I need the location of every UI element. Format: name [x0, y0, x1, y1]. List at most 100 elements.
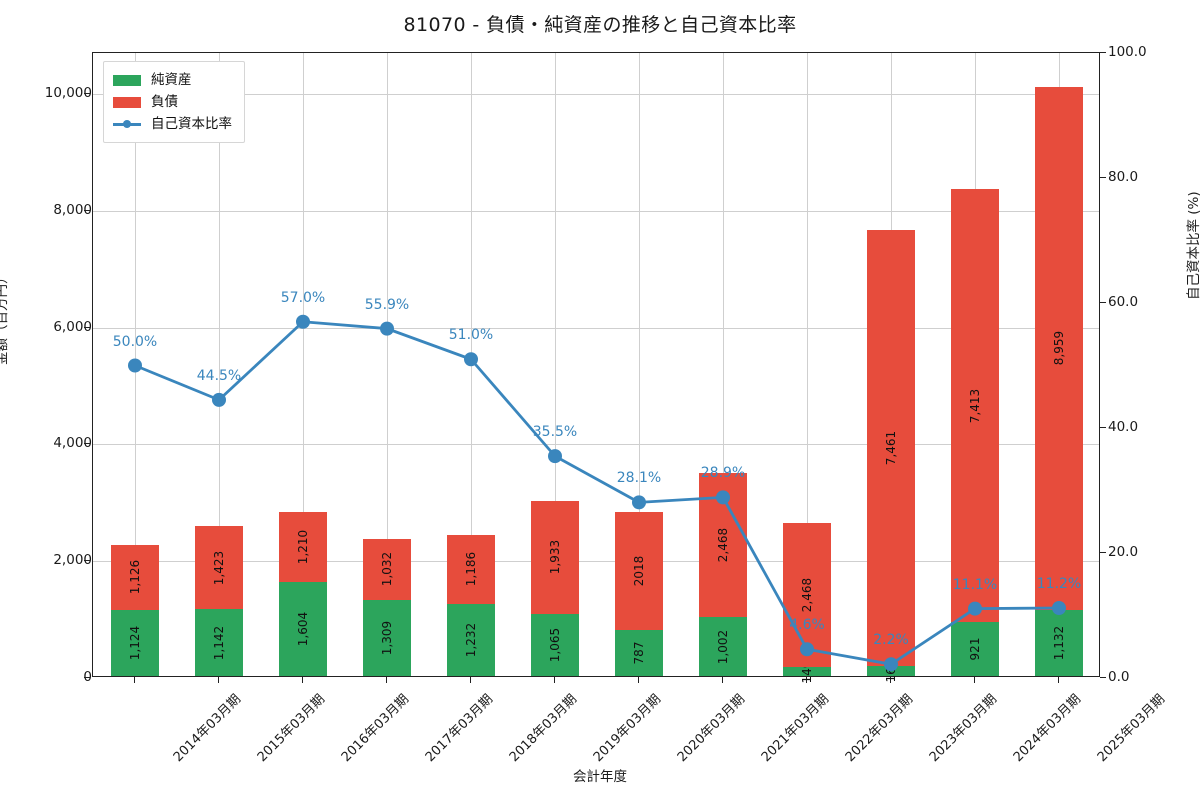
bar-segment-net-assets[interactable]: 1,002: [699, 617, 747, 676]
legend-item-net-assets: 純資産: [113, 69, 232, 91]
bar-segment-net-assets[interactable]: 921: [951, 622, 999, 676]
plot-area: 1,124 1,126 1,142 1,423 1,604 1,210 1,309 1,032…: [92, 52, 1100, 683]
x-tick-label: 2014年03月期: [170, 691, 245, 766]
bar-value-label: 2,468: [715, 528, 730, 563]
y-tick-mark-left: [84, 443, 90, 445]
bar-segment-net-assets[interactable]: 1,142: [195, 609, 243, 676]
bar-segment-net-assets[interactable]: 1,309: [363, 599, 411, 676]
gridline-horizontal: [93, 210, 1099, 212]
bar-segment-net-assets[interactable]: 149: [783, 660, 831, 683]
bar-value-label: 1,933: [547, 540, 562, 575]
legend-swatch-liabilities: [113, 96, 141, 108]
x-tick-label: 2020年03月期: [674, 691, 749, 766]
bar-segment-liabilities[interactable]: 1,210: [279, 511, 327, 583]
chart-legend: 純資産 負債 自己資本比率: [103, 61, 245, 143]
bar-value-label: 1,002: [715, 629, 730, 664]
x-tick-label: 2019年03月期: [590, 691, 665, 766]
bar-segment-net-assets[interactable]: 1,132: [1035, 609, 1083, 676]
bar-value-label: 2018: [631, 555, 646, 587]
bar-value-label: 7,413: [967, 388, 982, 423]
legend-label-net-assets: 純資産: [151, 72, 192, 88]
x-tick-label: 2022年03月期: [842, 691, 917, 766]
bar-segment-liabilities[interactable]: 1,933: [531, 500, 579, 614]
y-tick-label-right: 80.0: [1108, 169, 1139, 185]
y-tick-mark-left: [84, 209, 90, 211]
bar-segment-liabilities[interactable]: 7,461: [867, 230, 915, 667]
y-tick-mark-right: [1100, 552, 1106, 554]
bar-value-label: 1,423: [211, 550, 226, 585]
bar-segment-net-assets[interactable]: 1,604: [279, 582, 327, 676]
bar-value-label: 1,309: [379, 620, 394, 655]
legend-label-liabilities: 負債: [151, 94, 178, 110]
ratio-line-series: [128, 314, 1066, 672]
y-tick-mark-left: [84, 560, 90, 562]
gridline-horizontal: [93, 444, 1099, 446]
legend-swatch-net-assets: [113, 74, 141, 86]
bar-segment-net-assets[interactable]: 787: [615, 630, 663, 676]
ratio-markers: [128, 314, 1066, 672]
x-tick-label: 2015年03月期: [254, 691, 329, 766]
chart-title: 81070 - 負債・純資産の推移と自己資本比率: [403, 14, 797, 36]
x-tick-mark: [1058, 677, 1060, 683]
x-axis-label: 会計年度: [573, 769, 627, 785]
bar-segment-liabilities[interactable]: 2,468: [699, 473, 747, 618]
gridline-horizontal: [93, 93, 1099, 95]
bar-segment-liabilities[interactable]: 8,959: [1035, 86, 1083, 610]
bar-value-label: 1,032: [379, 552, 394, 587]
bar-value-label: 7,461: [883, 431, 898, 466]
bar-segment-liabilities[interactable]: 1,126: [111, 544, 159, 611]
bar-value-label: 1,142: [211, 625, 226, 660]
x-tick-label: 2021年03月期: [758, 691, 833, 766]
bar-segment-liabilities[interactable]: 1,032: [363, 539, 411, 600]
bar-value-label: 1,210: [295, 529, 310, 565]
x-tick-mark: [554, 677, 556, 683]
y-tick-label-left: 0: [2, 669, 92, 685]
bar-segment-net-assets[interactable]: 1,124: [111, 610, 159, 676]
bar-value-label: 1,126: [127, 560, 142, 595]
x-tick-mark: [890, 677, 892, 683]
y-tick-mark-right: [1100, 427, 1106, 429]
bar-value-label: 1,065: [547, 627, 562, 663]
x-tick-label: 2025年03月期: [1094, 691, 1169, 766]
x-tick-label: 2024年03月期: [1010, 691, 1085, 766]
x-tick-label: 2018年03月期: [506, 691, 581, 766]
y-tick-label-right: 60.0: [1108, 294, 1139, 310]
gridline-horizontal: [93, 327, 1099, 329]
y-tick-label-left: 8,000: [53, 201, 92, 218]
bar-value-label: 1,124: [127, 626, 142, 661]
bar-value-label: 2,468: [799, 578, 814, 613]
x-tick-mark: [470, 677, 472, 683]
bar-segment-net-assets[interactable]: 1,232: [447, 604, 495, 676]
bar-segment-liabilities[interactable]: 2018: [615, 512, 663, 631]
y-tick-label-left: 6,000: [53, 318, 92, 335]
x-tick-mark: [806, 677, 808, 683]
bar-segment-net-assets[interactable]: 1,065: [531, 613, 579, 676]
x-tick-mark: [218, 677, 220, 683]
bar-segment-net-assets[interactable]: 168: [867, 660, 915, 683]
bar-segment-liabilities[interactable]: 2,468: [783, 523, 831, 668]
x-tick-mark: [386, 677, 388, 683]
ratio-polyline: [133, 320, 1061, 666]
x-tick-label: 2016年03月期: [338, 691, 413, 766]
y-tick-mark-right: [1100, 302, 1106, 304]
bar-value-label: 8,959: [1051, 331, 1066, 366]
bar-value-label: 1,186: [463, 552, 478, 587]
bar-value-label: 1,232: [463, 622, 478, 658]
y-tick-label-left: 10,000: [44, 84, 92, 101]
x-tick-label: 2017年03月期: [422, 691, 497, 766]
bar-segment-liabilities[interactable]: 1,186: [447, 534, 495, 605]
y-tick-mark-left: [84, 326, 90, 328]
bar-segment-liabilities[interactable]: 7,413: [951, 189, 999, 623]
y-tick-label-right: 0.0: [1108, 669, 1130, 685]
y-tick-mark-right: [1100, 177, 1106, 179]
bar-segment-liabilities[interactable]: 1,423: [195, 526, 243, 610]
y-tick-mark-left: [84, 92, 90, 94]
legend-item-liabilities: 負債: [113, 91, 232, 113]
x-tick-mark: [974, 677, 976, 683]
bar-value-label: 1,604: [295, 611, 310, 647]
y-tick-label-left: 2,000: [53, 552, 92, 569]
legend-item-equity-ratio: 自己資本比率: [113, 113, 232, 135]
y-tick-label-left: 4,000: [53, 435, 92, 452]
y-axis-label-right: 自己資本比率 (%): [1186, 191, 1200, 300]
